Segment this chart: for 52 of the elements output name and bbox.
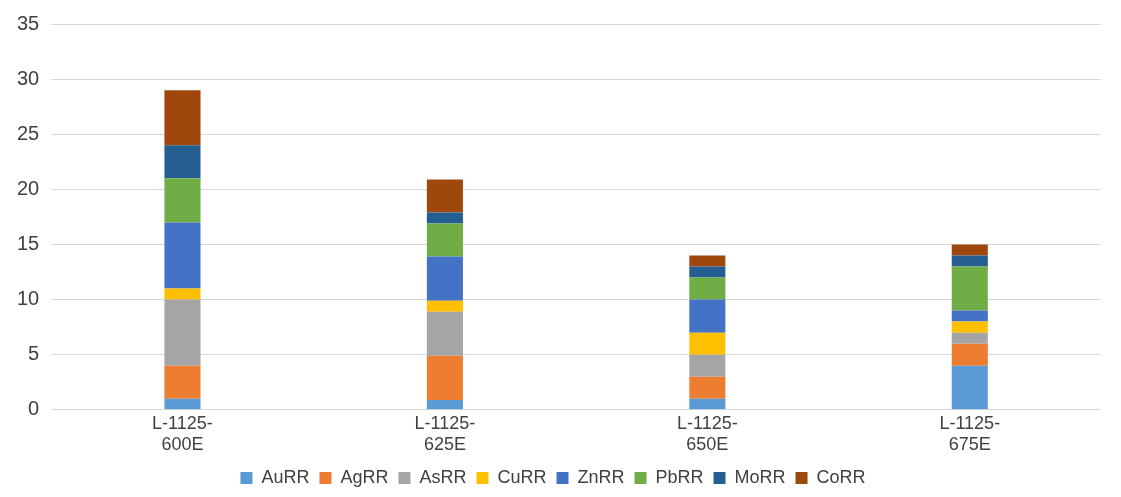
- bar: [426, 300, 463, 312]
- y-tick-label: 35: [17, 11, 40, 34]
- x-tick-label: L-1125-650E: [676, 412, 738, 455]
- legend-label: AuRR: [261, 466, 310, 487]
- y-tick-label: 30: [17, 66, 40, 89]
- y-tick-label: 15: [17, 231, 40, 254]
- bar: [951, 255, 988, 267]
- legend-label: CuRR: [497, 466, 547, 487]
- y-tick-label: 0: [28, 397, 40, 420]
- bar: [951, 310, 988, 322]
- legend-label: PbRR: [655, 466, 704, 487]
- x-tick-label: L-1125-600E: [152, 412, 213, 455]
- legend-label: CoRR: [816, 466, 866, 487]
- bar: [951, 343, 988, 366]
- bar: [426, 311, 463, 356]
- bar: [689, 266, 726, 278]
- bar: [689, 255, 726, 267]
- bar: [164, 178, 201, 223]
- bar: [164, 398, 201, 410]
- bar: [426, 399, 463, 410]
- bar: [689, 277, 726, 300]
- y-tick-label: 20: [17, 176, 40, 199]
- legend-label: AsRR: [419, 466, 467, 487]
- bar: [689, 354, 726, 377]
- bar: [951, 365, 988, 410]
- bar: [951, 321, 988, 333]
- bar: [951, 266, 988, 311]
- bar: [426, 223, 463, 257]
- bar: [426, 212, 463, 224]
- legend-label: ZnRR: [577, 466, 625, 487]
- bar: [164, 299, 201, 366]
- bar: [951, 244, 988, 256]
- y-tick-label: 10: [17, 287, 40, 310]
- bar: [164, 365, 201, 399]
- bar: [689, 398, 726, 410]
- x-tick-label: L-1125-675E: [939, 412, 1001, 455]
- bar: [164, 222, 201, 289]
- bar: [951, 332, 988, 344]
- bar: [689, 299, 726, 333]
- bar: [426, 179, 463, 213]
- bar: [689, 376, 726, 399]
- bar: [426, 355, 463, 400]
- y-tick-label: 5: [28, 342, 40, 365]
- legend-label: AgRR: [340, 466, 389, 487]
- bar: [164, 145, 201, 179]
- y-tick-label: 25: [17, 121, 40, 144]
- bar: [164, 288, 201, 300]
- bar: [426, 256, 463, 301]
- legend-label: MoRR: [734, 466, 786, 487]
- bar: [689, 332, 726, 355]
- x-tick-label: L-1125-625E: [414, 412, 476, 455]
- bar: [164, 90, 201, 146]
